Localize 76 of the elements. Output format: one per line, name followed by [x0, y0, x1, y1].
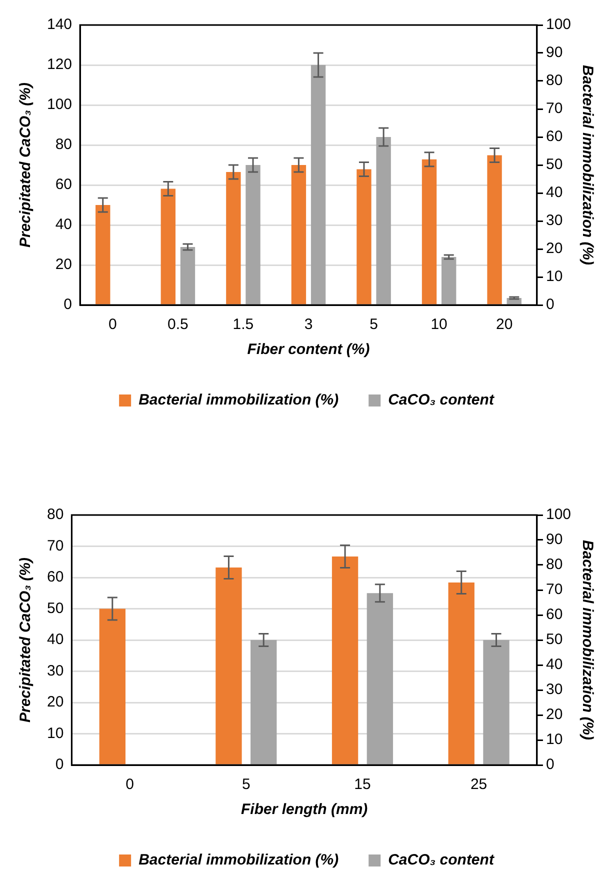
bar — [376, 137, 391, 304]
bar — [487, 155, 502, 304]
y2-tick-label: 90 — [546, 531, 563, 548]
bar — [246, 165, 260, 304]
bar — [96, 205, 110, 304]
y2-tick-label: 30 — [546, 212, 563, 230]
x-tick-label: 5 — [242, 776, 250, 794]
y-tick-label: 70 — [46, 537, 64, 554]
y-tick-label: 20 — [55, 256, 72, 274]
y-tick-label: 10 — [46, 724, 64, 742]
y-tick-label: 0 — [55, 756, 64, 774]
bar — [180, 247, 196, 304]
bar — [99, 608, 126, 764]
bar — [226, 172, 241, 304]
x-tick-label: 1.5 — [232, 316, 254, 334]
y2-tick-label: 100 — [546, 506, 572, 524]
y2-tick-label: 60 — [546, 606, 563, 624]
y2-tick-label: 20 — [546, 706, 563, 724]
y-tick-label: 50 — [46, 600, 64, 617]
bar — [160, 188, 176, 304]
y-tick-label: 60 — [46, 568, 64, 586]
bar — [422, 159, 437, 304]
y-axis-title: Precipitated CaCO₃ (%) — [17, 557, 34, 723]
x-tick-label: 25 — [470, 776, 488, 794]
legend-label: Bacterial immobilization (%) — [138, 852, 339, 869]
y-tick-label: 120 — [46, 56, 72, 74]
y-tick-label: 40 — [55, 216, 72, 234]
x-tick-label: 20 — [496, 316, 513, 334]
y2-tick-label: 70 — [546, 100, 563, 118]
x-tick-label: 0 — [126, 776, 134, 794]
x-axis-title: Fiber length (mm) — [240, 801, 368, 818]
y2-tick-label: 30 — [546, 681, 563, 698]
legend-label: CaCO₃ content — [388, 852, 495, 869]
x-tick-label: 10 — [430, 316, 448, 334]
legend-label: Bacterial immobilization (%) — [138, 392, 339, 409]
y2-axis-title: Bacterial immobilization (%) — [578, 540, 596, 740]
y2-tick-label: 60 — [546, 128, 563, 146]
bar — [216, 568, 242, 764]
y2-tick-label: 40 — [546, 656, 563, 674]
y-tick-label: 0 — [64, 296, 72, 314]
y2-axis-title: Bacterial immobilization (%) — [578, 64, 596, 266]
y2-tick-label: 20 — [546, 240, 563, 258]
y-tick-label: 60 — [55, 176, 72, 194]
x-tick-label: 0 — [108, 316, 117, 334]
y2-tick-label: 80 — [546, 556, 563, 574]
y-tick-label: 80 — [55, 136, 72, 154]
x-axis-title: Fiber content (%) — [247, 341, 370, 358]
y-tick-label: 40 — [46, 631, 64, 648]
y2-tick-label: 50 — [546, 156, 563, 174]
y2-tick-label: 50 — [546, 631, 563, 648]
legend-label: CaCO₃ content — [388, 392, 495, 409]
x-tick-label: 5 — [370, 316, 378, 334]
y2-tick-label: 90 — [546, 44, 563, 62]
x-tick-label: 3 — [304, 316, 313, 334]
bar — [310, 65, 326, 304]
y2-tick-label: 10 — [546, 268, 563, 286]
bar — [332, 556, 358, 764]
y-tick-label: 20 — [46, 694, 64, 711]
bar — [442, 257, 456, 304]
x-tick-label: 15 — [354, 776, 371, 794]
y2-tick-label: 40 — [546, 184, 563, 202]
y-axis-title: Precipitated CaCO₃ (%) — [17, 82, 34, 248]
bar — [448, 582, 474, 764]
y-tick-label: 30 — [46, 662, 64, 680]
y-tick-label: 140 — [46, 16, 72, 34]
y2-tick-label: 10 — [546, 731, 563, 748]
bar — [291, 165, 306, 304]
y2-tick-label: 0 — [546, 756, 554, 774]
y-tick-label: 80 — [46, 506, 64, 524]
y-tick-label: 100 — [46, 96, 72, 114]
x-tick-label: 0.5 — [168, 316, 188, 334]
y2-tick-label: 100 — [546, 16, 572, 34]
y2-tick-label: 0 — [546, 296, 554, 314]
y2-tick-label: 70 — [546, 581, 563, 598]
bar — [356, 169, 372, 304]
y2-tick-label: 80 — [546, 72, 563, 90]
